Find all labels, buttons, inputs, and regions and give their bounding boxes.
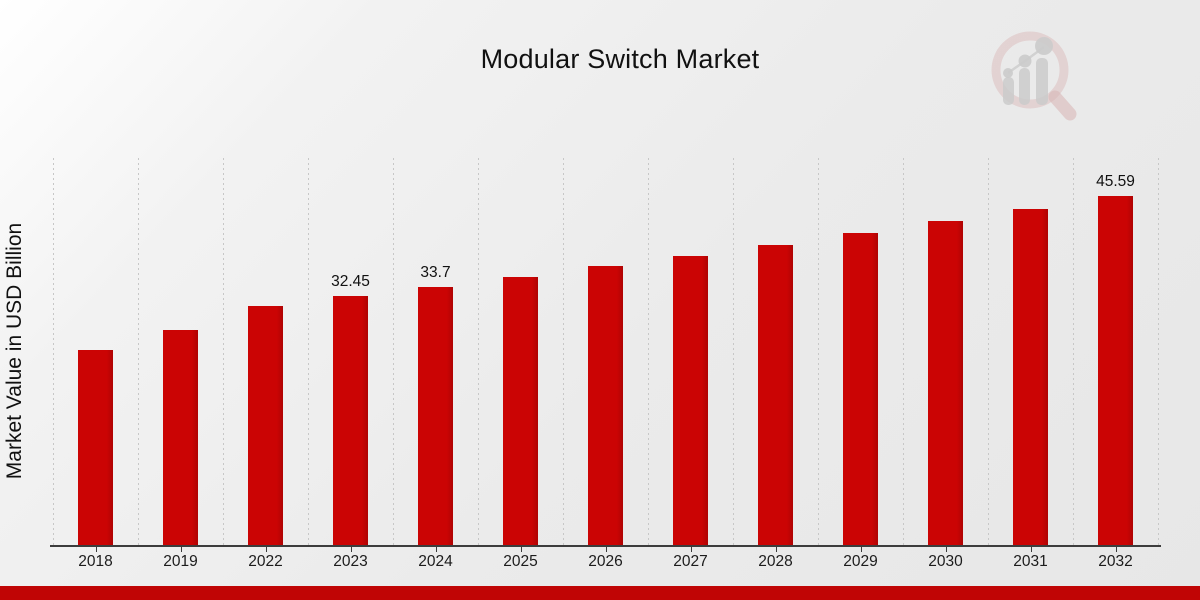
axis-tick [945,547,947,552]
gridline [563,158,564,545]
axis-tick [180,547,182,552]
x-tick-label: 2028 [758,553,793,570]
x-tick-label: 2024 [418,553,453,570]
gridline [648,158,649,545]
axis-tick [265,547,267,552]
bar-2031 [1013,208,1048,545]
bar-2019 [163,330,198,545]
gridline [308,158,309,545]
axis-tick [1115,547,1117,552]
plot-area: 32.45 33.7 45.59 [53,158,1159,545]
x-tick-label: 2019 [163,553,198,570]
gridline [1073,158,1074,545]
bar-2022 [248,305,283,545]
bar-value-label: 33.7 [420,263,451,281]
x-tick-label: 2027 [673,553,708,570]
y-axis-label: Market Value in USD Billion [3,222,26,480]
bar-value-label: 45.59 [1096,172,1135,190]
bar-2023 [333,296,368,545]
bottom-red-stripe [0,586,1200,600]
axis-tick [435,547,437,552]
axis-tick [350,547,352,552]
x-tick-label: 2018 [78,553,113,570]
x-tick-label: 2030 [928,553,963,570]
axis-tick [1030,547,1032,552]
axis-tick [95,547,97,552]
gridline [988,158,989,545]
chart-title: Modular Switch Market [480,44,760,74]
x-tick-label: 2029 [843,553,878,570]
x-tick-label: 2032 [1098,553,1133,570]
gridline [1158,158,1159,545]
x-tick-label: 2026 [588,553,623,570]
axis-tick [520,547,522,552]
bar-2027 [673,255,708,545]
x-tick-label: 2031 [1013,553,1048,570]
bar-2029 [843,233,878,545]
bar-2025 [503,276,538,545]
magnifier-chart-watermark-icon [991,31,1077,121]
gridline [478,158,479,545]
gridline [223,158,224,545]
axis-tick [860,547,862,552]
bar-2026 [588,266,623,545]
bar-value-label: 32.45 [331,273,370,291]
bar-2030 [928,221,963,545]
bar-2032 [1098,195,1133,545]
gridline [53,158,54,545]
axis-tick [690,547,692,552]
bar-2018 [78,349,113,545]
x-axis-line [50,545,1161,547]
gridline [903,158,904,545]
x-tick-label: 2023 [333,553,368,570]
gridline [138,158,139,545]
bar-2028 [758,244,793,545]
bar-2024 [418,286,453,545]
gridline [393,158,394,545]
gridline [818,158,819,545]
axis-tick [605,547,607,552]
x-tick-label: 2022 [248,553,283,570]
x-tick-label: 2025 [503,553,538,570]
axis-tick [775,547,777,552]
gridline [733,158,734,545]
